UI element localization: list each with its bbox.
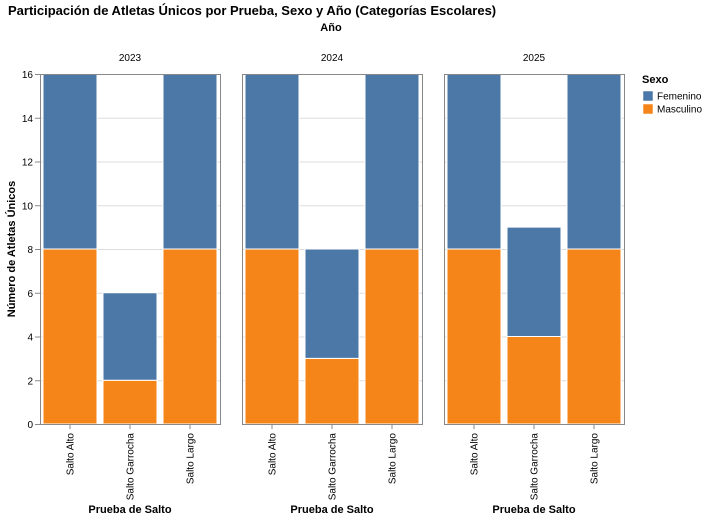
facet-panel-2023: 2023 0 2 4 6 8 10 12 14 16 Salto Alto Salto Garroch… — [22, 53, 221, 516]
facet-label: 2023 — [119, 53, 142, 64]
bar-segment-femenino — [506, 226, 562, 337]
facet-panel-2025: 2025 Salto Alto Salto Garrocha Salto Largo P… — [444, 53, 625, 516]
x-axis-title: Prueba de Salto — [492, 504, 575, 516]
bar-segment-masculino — [102, 379, 158, 425]
x-tick-label: Salto Largo — [186, 433, 197, 485]
x-tick-label: Salto Alto — [66, 433, 77, 476]
y-axis-title: Número de Atletas Únicos — [5, 181, 18, 318]
bar-segment-masculino — [162, 248, 218, 425]
x-tick-label: Salto Alto — [470, 433, 481, 476]
facet-header-title: Año — [320, 22, 342, 34]
legend-label-masculino: Masculino — [657, 105, 702, 116]
bar-segment-masculino — [244, 248, 300, 425]
facet-label: 2024 — [321, 53, 344, 64]
legend: Sexo Femenino Masculino — [642, 74, 702, 116]
x-tick-label: Salto Alto — [268, 433, 279, 476]
facet-panels: 2023 0 2 4 6 8 10 12 14 16 Salto Alto Salto Garroch… — [22, 53, 625, 516]
x-tick-label: Salto Garrocha — [328, 433, 339, 501]
x-tick-label: Salto Largo — [388, 433, 399, 485]
legend-label-femenino: Femenino — [657, 92, 702, 103]
bar-segment-masculino — [42, 248, 98, 425]
y-tick-label: 12 — [22, 158, 34, 169]
bar-segment-masculino — [364, 248, 420, 425]
x-tick-label: Salto Garrocha — [530, 433, 541, 501]
y-tick-label: 6 — [27, 289, 33, 300]
bar-segment-masculino — [446, 248, 502, 425]
y-tick-label: 4 — [27, 333, 33, 344]
bar-segment-femenino — [364, 73, 420, 250]
chart-title: Participación de Atletas Únicos por Prue… — [8, 3, 496, 18]
y-tick-label: 10 — [22, 201, 34, 212]
x-axis-title: Prueba de Salto — [88, 504, 171, 516]
bar-segment-femenino — [304, 248, 360, 359]
bar-segment-femenino — [244, 73, 300, 250]
bar-segment-femenino — [566, 73, 622, 250]
bar-segment-femenino — [102, 292, 158, 381]
legend-title: Sexo — [642, 74, 669, 86]
bar-segment-masculino — [566, 248, 622, 425]
bar-segment-femenino — [162, 73, 218, 250]
facet-label: 2025 — [523, 53, 546, 64]
y-tick-label: 16 — [22, 70, 34, 81]
legend-swatch-femenino — [642, 90, 654, 102]
y-tick-label: 0 — [27, 420, 33, 431]
y-tick-label: 2 — [27, 376, 33, 387]
x-tick-label: Salto Largo — [590, 433, 601, 485]
bar-segment-masculino — [304, 357, 360, 425]
bar-segment-masculino — [506, 336, 562, 425]
bar-segment-femenino — [42, 73, 98, 250]
y-tick-label: 14 — [22, 114, 34, 125]
legend-swatch-masculino — [642, 103, 654, 115]
facet-panel-2024: 2024 Salto Alto Salto Garrocha Salto Largo P… — [242, 53, 423, 516]
x-axis-title: Prueba de Salto — [290, 504, 373, 516]
bar-segment-femenino — [446, 73, 502, 250]
y-tick-label: 8 — [27, 245, 33, 256]
x-tick-label: Salto Garrocha — [126, 433, 137, 501]
